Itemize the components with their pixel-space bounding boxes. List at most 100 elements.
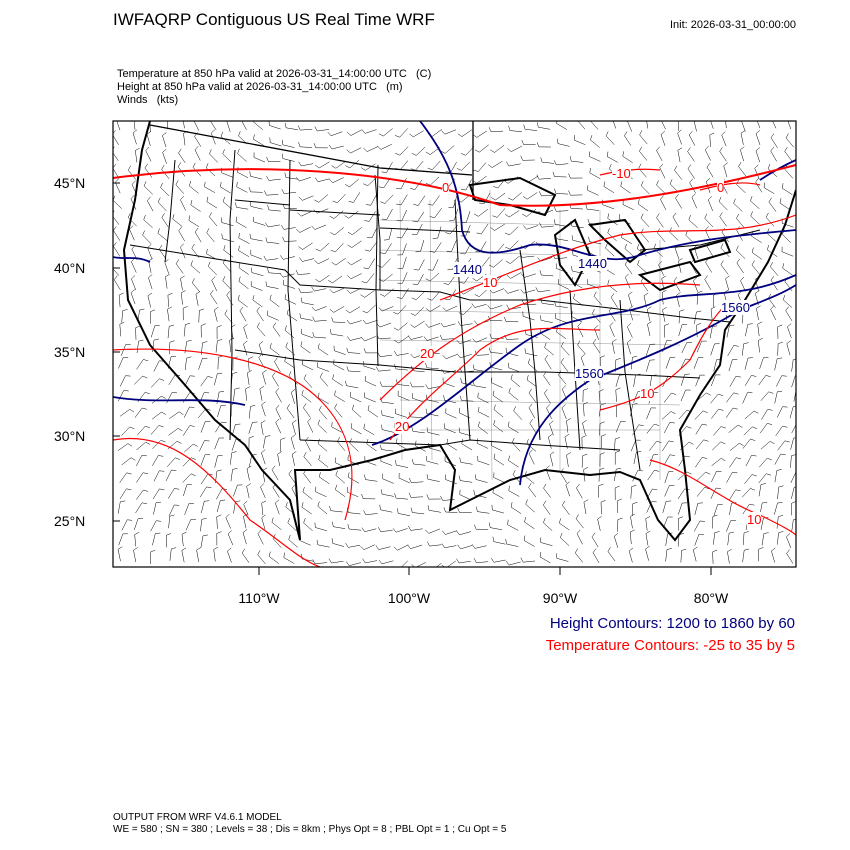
wind-barb [661,275,667,291]
wind-barb [216,499,226,513]
wind-barb [677,121,679,131]
wind-barb [238,232,250,244]
wind-barb [577,121,586,130]
wind-barb [568,190,583,196]
wind-barb [543,517,553,531]
wind-barb [262,369,267,385]
wind-barb [520,557,536,563]
wind-barb [646,488,658,500]
wind-barb [506,161,521,167]
wind-barb [590,121,599,130]
plot-title: IWFAQRP Contiguous US Real Time WRF [113,10,435,29]
wind-barb [743,531,749,545]
wind-barb [786,549,794,564]
wind-barb [601,434,606,449]
wind-barb [165,469,177,482]
wind-barb [566,418,572,433]
wind-barb [148,274,153,290]
wind-barb [697,392,711,401]
wind-barb [472,130,488,138]
wind-barb [221,217,234,226]
wind-barb [614,450,620,465]
wind-barb [362,558,378,564]
wind-barb [564,433,570,449]
wind-barb [206,228,215,243]
wind-barb [511,437,521,452]
wind-barb [200,517,207,532]
wind-barb [411,393,424,403]
wind-barb [315,242,330,252]
wind-barb [665,356,676,369]
wind-barb [410,320,425,328]
wind-barb [317,501,328,515]
wind-barb [307,417,314,433]
wind-barb [396,379,410,387]
wind-barb [660,195,667,211]
wind-barb [395,460,409,468]
wind-barb [301,502,312,515]
wind-barb [663,516,673,529]
wind-barb [377,258,391,268]
wind-barb [134,407,147,418]
wind-barb [427,160,441,171]
wind-barb [659,163,666,179]
wind-barb [560,532,570,546]
wind-barb [272,534,282,548]
wind-barb [457,508,472,513]
wind-barb [397,390,410,401]
wind-barb [151,378,165,388]
wind-barb [349,438,359,452]
wind-barb [167,306,172,322]
wind-barb [206,248,218,260]
wind-barb [523,124,538,131]
wind-barb [493,419,504,433]
wind-barb [238,245,250,257]
wind-barb [474,320,489,325]
wind-barb [253,216,266,226]
wind-barb [131,275,137,291]
wind-barb [607,151,618,163]
wind-barb [183,130,189,146]
wind-barb [271,465,279,481]
wind-barb [726,471,738,483]
wind-barb [121,457,136,466]
wind-barb [120,344,131,356]
wind-barb [220,181,231,194]
wind-barb [426,494,441,500]
wind-barb [629,529,635,545]
wind-barb [736,213,745,228]
wind-barb [694,244,699,260]
wind-barb [146,131,152,146]
wind-barb [458,306,473,315]
wind-barb [247,370,252,385]
wind-barb [346,147,362,154]
wind-barb [662,500,672,513]
wind-barb [411,426,425,434]
wind-barb [282,236,297,242]
wind-barb [526,375,538,388]
wind-barb [377,352,393,358]
wind-barb [736,226,743,241]
wind-barb [693,520,706,532]
wind-barb [458,427,472,437]
wind-barb [429,207,442,219]
wind-barb [311,286,327,292]
wind-barb [491,377,503,388]
lon-label: 110°W [238,590,280,606]
wind-barb [693,121,697,132]
wind-barb [425,305,441,312]
wind-barb [505,347,519,357]
wind-barb [704,275,712,290]
wind-barb [331,161,346,169]
wind-barb [528,388,537,403]
wind-barb [487,305,503,310]
wind-barb [129,225,135,241]
wind-barb [413,259,425,271]
wind-barb [312,332,327,339]
wind-barb [443,274,456,285]
wind-barb [457,353,472,359]
wind-barb [311,306,327,311]
wind-barb [152,532,161,546]
wind-barb [242,529,248,545]
wind-barb [624,273,631,289]
